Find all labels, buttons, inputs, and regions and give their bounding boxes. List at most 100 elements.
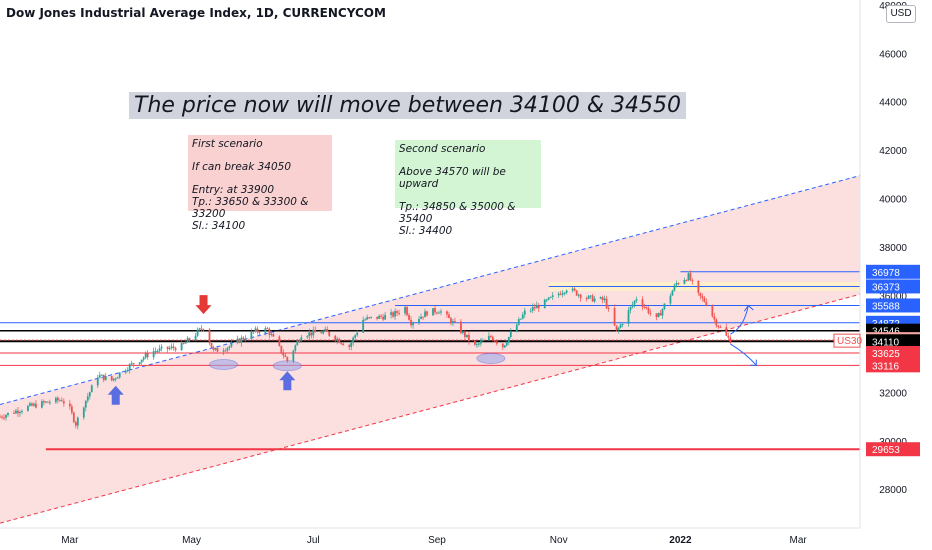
- candle-body: [72, 412, 75, 423]
- candle-body: [278, 336, 281, 346]
- first-scenario-heading: First scenario: [192, 138, 263, 150]
- currency-button[interactable]: USD: [886, 5, 916, 23]
- candle-body: [138, 362, 141, 365]
- candle-body: [228, 346, 231, 348]
- candle-body: [519, 318, 522, 320]
- candle-body: [41, 401, 43, 408]
- second-scenario-heading: Second scenario: [399, 143, 486, 155]
- price-label: 36373: [872, 282, 900, 293]
- candle-body: [154, 351, 157, 353]
- candle-body: [396, 311, 398, 313]
- candle-body: [468, 334, 470, 341]
- candle-body: [521, 314, 524, 319]
- candle-body: [298, 340, 301, 342]
- y-tick-label: 36000: [879, 291, 907, 302]
- channel-fill: [0, 175, 860, 524]
- candle-body: [593, 298, 596, 302]
- candle-body: [312, 329, 315, 336]
- candle-body: [336, 338, 339, 341]
- candle-body: [48, 402, 51, 404]
- candle-body: [659, 313, 662, 316]
- candle-body: [19, 412, 21, 414]
- candle-body: [677, 283, 680, 285]
- candle-body: [559, 293, 562, 295]
- candle-body: [495, 341, 498, 344]
- second-scenario-note[interactable]: Second scenario Above 34570 will be upwa…: [395, 140, 541, 237]
- candle-body: [310, 332, 313, 336]
- candle-body: [629, 306, 632, 311]
- candle-body: [196, 329, 199, 336]
- candle-body: [422, 316, 424, 318]
- candle-body: [340, 342, 343, 344]
- candle-body: [68, 403, 71, 407]
- candle-body: [222, 350, 225, 352]
- candle-body: [320, 332, 323, 334]
- candle-body: [481, 340, 484, 342]
- candle-body: [188, 338, 191, 341]
- candle-body: [424, 311, 426, 318]
- candle-body: [503, 345, 506, 348]
- candle-body: [15, 410, 17, 414]
- candle-body: [701, 296, 704, 298]
- price-label-bg: [866, 279, 920, 294]
- candle-body: [342, 343, 345, 346]
- candle-body: [713, 316, 716, 320]
- candle-body: [491, 336, 494, 341]
- candle-body: [240, 337, 243, 343]
- candle-body: [725, 327, 728, 336]
- candle-body: [649, 313, 652, 315]
- candle-body: [198, 328, 201, 330]
- candle-body: [362, 319, 365, 333]
- candle-body: [76, 417, 79, 426]
- candle-body: [460, 321, 462, 334]
- candle-body: [454, 321, 456, 323]
- candle-body: [380, 315, 383, 317]
- candle-body: [100, 374, 103, 376]
- candle-body: [21, 410, 23, 413]
- candle-body: [186, 338, 189, 343]
- candle-body: [719, 326, 722, 328]
- candle-body: [434, 308, 436, 313]
- downward-scenario-arrow: [730, 343, 757, 366]
- candle-body: [575, 290, 578, 296]
- candle-body: [226, 347, 229, 351]
- price-label: 34110: [872, 337, 900, 348]
- candle-body: [376, 316, 379, 319]
- candle-body: [452, 321, 454, 324]
- candle-body: [174, 348, 177, 351]
- time-axis-bg: [0, 528, 932, 550]
- candle-body: [505, 342, 508, 346]
- candle-body: [479, 341, 482, 344]
- candle-body: [591, 295, 594, 302]
- candle-body: [182, 343, 185, 345]
- first-scenario-note[interactable]: First scenario If can break 34050 Entry:…: [188, 135, 332, 232]
- candle-body: [729, 337, 732, 344]
- candle-body: [404, 307, 406, 314]
- up-arrow-icon: [279, 371, 296, 391]
- candle-body: [286, 357, 289, 362]
- candle-body: [254, 328, 257, 332]
- candle-body: [86, 396, 89, 401]
- candle-body: [306, 336, 309, 338]
- first-scenario-tp: Tp.: 33650 & 33300 & 33200: [192, 196, 309, 220]
- headline-annotation[interactable]: The price now will move between 34100 & …: [129, 92, 687, 119]
- candle-body: [0, 416, 1, 418]
- candle-body: [102, 374, 105, 381]
- candle-body: [669, 295, 672, 304]
- candle-body: [615, 325, 618, 331]
- symbol-tag: US30: [837, 336, 862, 347]
- candle-body: [426, 311, 428, 316]
- candle-body: [466, 334, 468, 338]
- candle-body: [663, 303, 666, 309]
- y-tick-label: 28000: [879, 485, 907, 496]
- candle-body: [98, 375, 101, 378]
- candle-body: [535, 305, 538, 309]
- candle-body: [547, 297, 550, 300]
- y-tick-label: 46000: [879, 49, 907, 60]
- candle-body: [577, 294, 580, 296]
- candle-body: [561, 293, 564, 295]
- candle-body: [17, 410, 19, 414]
- candle-body: [697, 280, 700, 293]
- candle-body: [348, 345, 351, 347]
